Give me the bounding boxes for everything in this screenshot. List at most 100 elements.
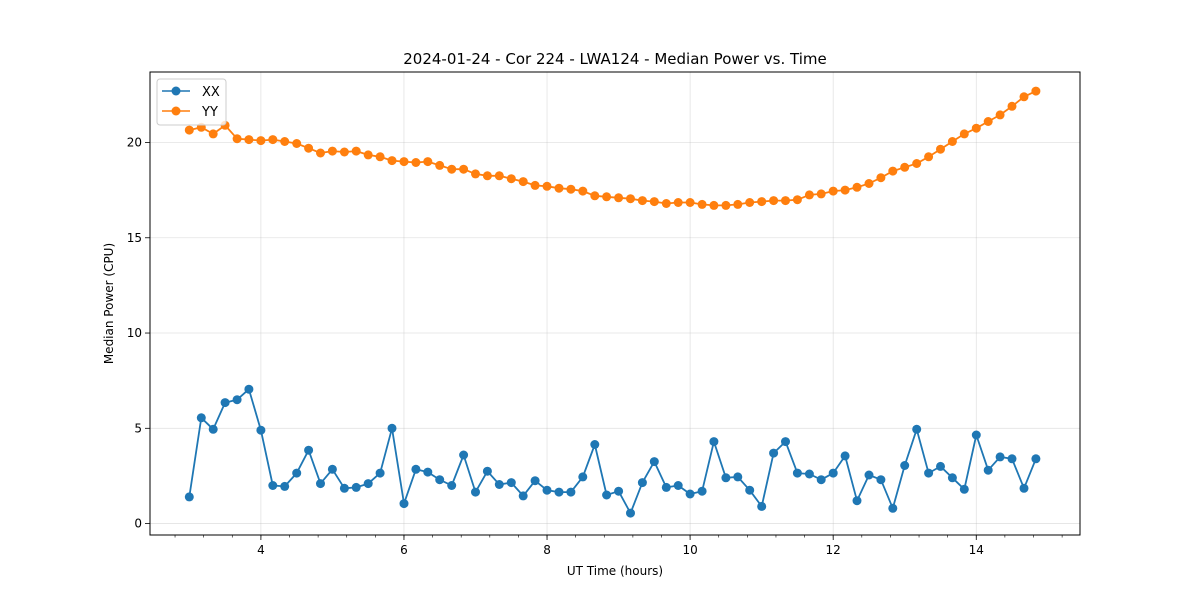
data-point-yy	[411, 158, 421, 167]
legend-label-yy: YY	[201, 105, 218, 120]
data-point-xx	[649, 457, 659, 467]
data-point-yy	[506, 174, 516, 184]
data-point-xx	[184, 492, 194, 502]
grid-lines	[150, 72, 1080, 535]
data-point-yy	[614, 193, 624, 203]
y-tick-label: 10	[127, 326, 142, 340]
data-point-xx	[566, 487, 576, 497]
data-point-xx	[912, 424, 922, 434]
x-tick-label: 8	[543, 543, 551, 557]
data-point-xx	[339, 483, 349, 493]
data-point-yy	[709, 200, 719, 210]
x-tick-label: 12	[826, 543, 841, 557]
data-point-yy	[864, 179, 874, 188]
data-point-yy	[387, 156, 397, 166]
data-point-yy	[685, 198, 695, 207]
data-point-xx	[864, 470, 874, 480]
data-point-yy	[828, 186, 838, 196]
data-point-yy	[602, 192, 612, 202]
data-point-xx	[399, 499, 409, 509]
data-point-xx	[280, 481, 290, 491]
data-point-yy	[482, 171, 492, 181]
data-point-xx	[792, 468, 802, 478]
data-point-xx	[685, 489, 695, 499]
data-point-xx	[709, 437, 719, 447]
data-point-yy	[530, 180, 540, 190]
data-point-yy	[471, 169, 480, 179]
data-point-xx	[244, 384, 254, 394]
y-tick-label: 0	[134, 517, 142, 531]
data-point-yy	[721, 200, 731, 210]
data-point-xx	[661, 482, 671, 492]
data-point-xx	[423, 467, 433, 477]
data-point-xx	[888, 503, 898, 513]
data-point-xx	[876, 475, 886, 485]
data-point-xx	[816, 475, 826, 485]
data-point-yy	[554, 183, 564, 193]
data-point-xx	[745, 485, 755, 495]
data-point-yy	[840, 185, 850, 195]
plot-frame	[149, 71, 1081, 536]
data-point-yy	[339, 147, 349, 157]
data-point-xx	[1019, 483, 1029, 493]
data-point-xx	[447, 481, 457, 490]
data-point-yy	[435, 160, 445, 170]
data-point-xx	[971, 430, 981, 440]
data-point-xx	[542, 485, 552, 495]
data-point-yy	[971, 123, 981, 133]
x-tick-label: 10	[682, 543, 697, 557]
data-point-xx	[232, 395, 242, 405]
data-point-yy	[626, 194, 635, 204]
data-point-yy	[327, 146, 337, 156]
data-point-yy	[316, 148, 325, 158]
data-point-yy	[542, 181, 552, 191]
data-point-xx	[959, 484, 969, 494]
data-point-yy	[459, 164, 469, 174]
x-tick-label: 4	[257, 543, 265, 557]
data-point-yy	[745, 198, 755, 207]
data-point-yy	[661, 199, 671, 208]
y-tick-label: 20	[127, 135, 142, 149]
data-point-yy	[697, 199, 707, 209]
data-point-xx	[268, 481, 278, 490]
data-point-xx	[900, 461, 910, 470]
x-tick-label: 6	[400, 543, 408, 557]
data-point-xx	[936, 461, 945, 471]
data-point-yy	[447, 164, 457, 174]
y-tick-label: 15	[127, 231, 142, 245]
data-point-xx	[208, 424, 218, 434]
axis-ticks: 4 6 8 10 12 14 0 5 10 15 20	[127, 135, 1063, 557]
data-point-xx	[614, 486, 624, 496]
legend-marker-yy	[171, 106, 181, 116]
data-point-xx	[256, 425, 266, 435]
data-point-xx	[351, 482, 361, 492]
data-point-yy	[947, 137, 957, 146]
data-point-xx	[327, 464, 337, 474]
x-axis-label: UT Time (hours)	[567, 564, 663, 578]
data-point-xx	[828, 468, 838, 478]
data-point-yy	[590, 191, 600, 201]
data-point-xx	[411, 464, 421, 474]
data-point-xx	[637, 478, 647, 488]
data-point-xx	[554, 487, 564, 497]
data-point-xx	[363, 479, 373, 489]
data-point-yy	[792, 195, 802, 205]
chart-title: 2024-01-24 - Cor 224 - LWA124 - Median P…	[403, 50, 827, 68]
data-point-yy	[363, 150, 373, 160]
data-point-xx	[697, 486, 707, 496]
data-point-yy	[936, 144, 945, 154]
legend-marker-xx	[171, 86, 181, 96]
data-point-xx	[947, 473, 957, 483]
data-point-xx	[1031, 454, 1041, 464]
data-point-xx	[292, 468, 302, 478]
data-point-xx	[804, 469, 814, 479]
data-point-yy	[781, 196, 790, 206]
data-point-xx	[1007, 454, 1017, 464]
data-point-yy	[757, 197, 767, 207]
data-point-xx	[530, 476, 540, 486]
data-point-xx	[220, 398, 230, 408]
data-series	[184, 86, 1041, 518]
data-point-yy	[1031, 86, 1041, 96]
x-tick-label: 14	[969, 543, 984, 557]
data-point-xx	[924, 468, 934, 478]
